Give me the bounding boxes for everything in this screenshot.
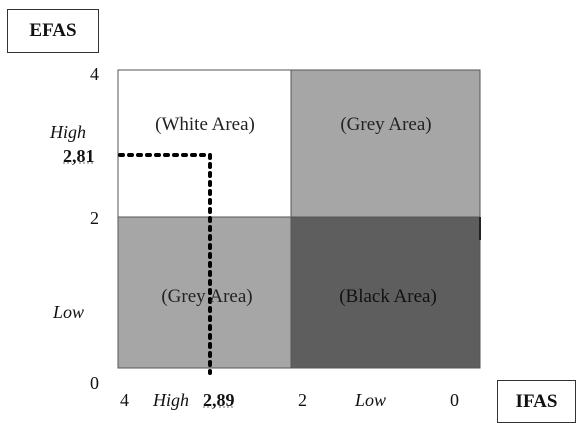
x-low-label: Low bbox=[355, 390, 387, 410]
quadrant-bottom-right bbox=[290, 216, 481, 369]
x-tick-0: 0 bbox=[450, 390, 459, 410]
quadrant-bottom-left bbox=[117, 216, 292, 369]
x-axis-title: IFAS bbox=[515, 390, 558, 412]
x-tick-2: 2 bbox=[298, 390, 307, 410]
quadrant-label-black-area: (Black Area) bbox=[339, 286, 437, 307]
y-tick-4: 4 bbox=[90, 64, 99, 84]
quadrant-label-grey-area-bottom: (Grey Area) bbox=[161, 286, 252, 307]
x-high-label: High bbox=[153, 390, 189, 410]
x-axis-title-box: IFAS bbox=[497, 380, 576, 423]
y-tick-0: 0 bbox=[90, 373, 99, 393]
y-tick-2: 2 bbox=[90, 208, 99, 228]
y-axis-title: EFAS bbox=[29, 20, 77, 41]
quadrant-label-grey-area-top: (Grey Area) bbox=[340, 114, 431, 135]
y-high-label: High bbox=[50, 122, 86, 142]
x-marker-value: 2,89 bbox=[203, 390, 235, 410]
y-low-label: Low bbox=[53, 302, 85, 322]
x-tick-4: 4 bbox=[120, 390, 129, 410]
y-axis-title-box: EFAS bbox=[7, 9, 99, 53]
quadrant-top-right bbox=[290, 69, 481, 218]
quadrant-top-left bbox=[117, 69, 292, 218]
y-marker-value: 2,81 bbox=[63, 146, 95, 166]
quadrant-label-white-area: (White Area) bbox=[155, 114, 255, 135]
